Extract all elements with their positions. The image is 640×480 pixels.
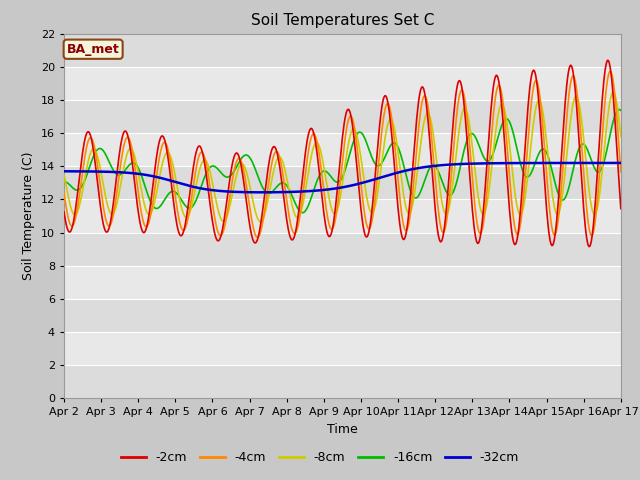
Bar — [64, 166, 621, 199]
Title: Soil Temperatures Set C: Soil Temperatures Set C — [251, 13, 434, 28]
Bar — [64, 34, 621, 67]
Text: BA_met: BA_met — [67, 43, 120, 56]
Bar — [64, 299, 621, 332]
Bar — [64, 133, 621, 166]
Legend: -2cm, -4cm, -8cm, -16cm, -32cm: -2cm, -4cm, -8cm, -16cm, -32cm — [116, 446, 524, 469]
X-axis label: Time: Time — [327, 423, 358, 436]
Y-axis label: Soil Temperature (C): Soil Temperature (C) — [22, 152, 35, 280]
Bar — [64, 233, 621, 266]
Bar — [64, 100, 621, 133]
Bar — [64, 266, 621, 299]
Bar — [64, 365, 621, 398]
Bar — [64, 332, 621, 365]
Bar — [64, 67, 621, 100]
Bar — [64, 199, 621, 233]
